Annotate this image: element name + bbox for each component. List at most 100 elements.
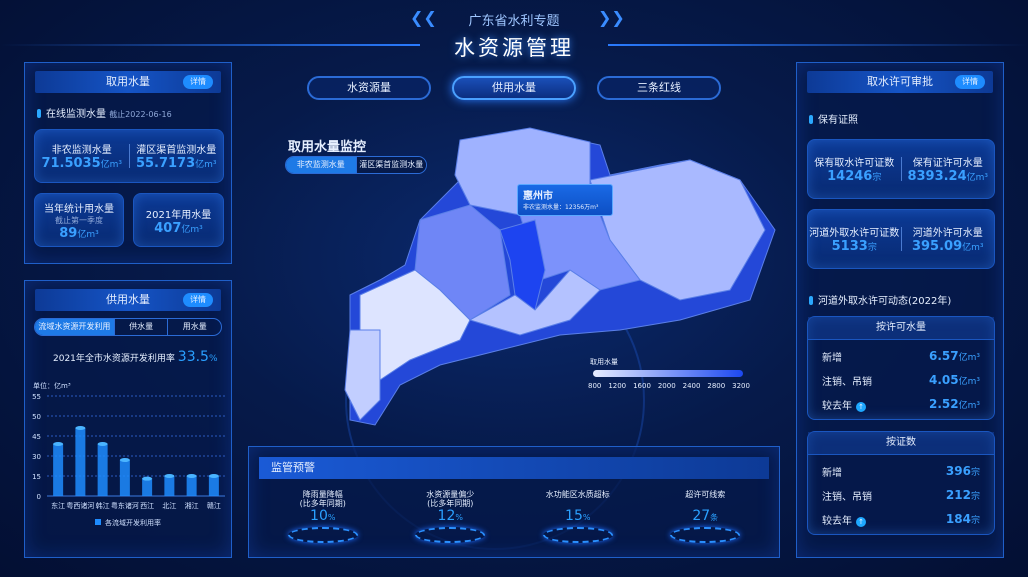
row-value: 184	[945, 512, 971, 526]
panel-title: 供用水量	[106, 293, 150, 306]
map-legend-gradient[interactable]	[593, 370, 743, 377]
toggle-irrigation[interactable]: 灌区渠首监测水量	[355, 157, 426, 173]
y-tick-label: 45	[32, 433, 41, 441]
stat-label: 河道外许可水量	[912, 228, 983, 239]
section-dynamics: 河道外取水许可动态(2022年)	[809, 292, 951, 307]
guangdong-map	[344, 127, 776, 426]
detail-button[interactable]: 详情	[183, 75, 213, 89]
stat-label: 河道外取水许可证数	[809, 228, 900, 239]
panel-header: 取水许可审批 详情	[807, 71, 993, 93]
warning-panel: 监管预警 降雨量降幅 (比多年同期) 10% 水资源量偏少 (比多年同期) 12% 水功能区…	[248, 446, 780, 558]
panel-title: 取水许可审批	[867, 75, 933, 88]
stat-value: 8393.24	[907, 169, 967, 184]
map-region-pearl-delta	[468, 269, 601, 336]
legend-swatch	[95, 519, 101, 525]
x-tick-label: 湘江	[185, 501, 199, 510]
permit-panel: 取水许可审批 详情 保有证照 保有取水许可证数 14246宗 保有证许可水量 8393…	[796, 62, 1004, 558]
legend-tick: 1200	[608, 382, 627, 390]
row-value-wrap: 212宗	[946, 488, 980, 502]
row-value-wrap: 396宗	[946, 464, 980, 478]
panel-header: 取用水量 详情	[35, 71, 221, 93]
x-tick-label: 东江	[51, 501, 65, 510]
stat-label: 当年统计用水量	[44, 204, 114, 215]
bar[interactable]	[186, 476, 197, 496]
toggle-nonag[interactable]: 非农监测水量	[286, 157, 356, 173]
warning-unit: %	[327, 513, 336, 522]
warning-item: 超许可线索 27条	[642, 489, 770, 549]
bar-cap	[97, 442, 108, 446]
bar[interactable]	[119, 460, 130, 496]
bar[interactable]	[53, 444, 64, 496]
page-title: 水资源管理	[454, 36, 574, 60]
divider	[900, 157, 902, 181]
bar[interactable]	[97, 444, 108, 496]
detail-button[interactable]: 详情	[183, 293, 213, 307]
bar[interactable]	[142, 478, 153, 496]
panel-header: 供用水量 详情	[35, 289, 221, 311]
map-legend-title: 取用水量	[590, 358, 618, 366]
row-value: 4.05	[929, 373, 959, 387]
map-title: 取用水量监控	[288, 140, 367, 155]
monitoring-card: 非农监测水量 71.5035亿m³ 灌区渠首监测水量 55.7173亿m³	[34, 129, 224, 183]
chevron-left-icon: ❮❮	[410, 8, 437, 27]
tab-usage[interactable]: 用水量	[167, 319, 221, 335]
map-toggle: 非农监测水量 灌区渠首监测水量	[285, 156, 427, 174]
date-note: 截止2022-06-16	[109, 110, 172, 119]
divider	[128, 144, 130, 168]
stat-row: 注销、吊销 4.05亿m³	[808, 368, 994, 392]
detail-button[interactable]: 详情	[955, 75, 985, 89]
row-unit: 亿m³	[958, 377, 980, 387]
section-online-monitoring: 在线监测水量 截止2022-06-16	[37, 105, 172, 120]
map-region-leizhou	[344, 329, 381, 421]
map-legend-ticks: 800 1200 1600 2000 2400 2800 3200	[588, 382, 750, 390]
bar-cap	[186, 474, 197, 478]
stat-label: 保有取水许可证数	[814, 158, 895, 169]
warning-value: 12	[437, 508, 456, 524]
tab-basin-utilization[interactable]: 流域水资源开发利用	[35, 319, 114, 335]
utilization-rate: 2021年全市水资源开发利用率 33.5%	[53, 349, 218, 365]
header-line-left	[0, 44, 420, 46]
tooltip-value: 12356	[565, 204, 585, 211]
warning-title: 监管预警	[259, 457, 769, 479]
certificates-card: 保有取水许可证数 14246宗 保有证许可水量 8393.24亿m³	[807, 139, 995, 199]
bar[interactable]	[164, 476, 175, 496]
row-label-wrap: 较去年 ↑	[822, 512, 866, 527]
warning-unit: 条	[710, 513, 719, 522]
tab-water-supply[interactable]: 供用水量	[452, 76, 576, 100]
usage-2021-card: 2021年用水量 407亿m³	[133, 193, 224, 247]
stat-permit-volume: 保有证许可水量 8393.24亿m³	[902, 154, 995, 184]
divider	[900, 227, 902, 251]
tab-three-red-lines[interactable]: 三条红线	[597, 76, 721, 100]
header: ❮❮ ❯❯ 广东省水利专题 水资源管理	[0, 0, 1028, 60]
box-title: 按许可水量	[808, 317, 994, 340]
bar-cap	[164, 474, 175, 478]
warning-value: 10	[310, 508, 328, 524]
stat-label: 非农监测水量	[51, 145, 112, 156]
bar-cap	[53, 442, 64, 446]
bar[interactable]	[208, 476, 219, 496]
row-label-wrap: 新增	[822, 464, 842, 479]
row-unit: 亿m³	[958, 401, 980, 411]
warning-item: 降雨量降幅 (比多年同期) 10%	[259, 489, 387, 549]
warning-value: 27	[692, 508, 711, 524]
supply-tabs: 流域水资源开发利用 供水量 用水量	[34, 318, 222, 336]
y-tick-label: 30	[32, 453, 41, 461]
warning-value-wrap: 15%	[565, 508, 590, 524]
tab-supply[interactable]: 供水量	[113, 319, 168, 335]
x-tick-label: 西江	[140, 502, 154, 510]
stat-permits: 保有取水许可证数 14246宗	[808, 154, 901, 184]
row-value: 396	[945, 464, 971, 478]
stat-value: 14246	[827, 169, 873, 184]
stat-label: 保有证许可水量	[912, 158, 983, 169]
warning-label: 水功能区水质超标	[545, 490, 610, 499]
bar-cap	[208, 474, 219, 478]
stat-offstream-volume: 河道外许可水量 395.09亿m³	[902, 224, 995, 254]
warning-label: 水资源量偏少	[426, 490, 475, 499]
ring-decoration	[670, 527, 741, 543]
stat-row: 较去年 ↑ 2.52亿m³	[808, 392, 994, 416]
stat-value: 5133	[831, 239, 868, 254]
tab-water-resources[interactable]: 水资源量	[307, 76, 431, 100]
stat-value: 89	[59, 226, 78, 241]
bar[interactable]	[75, 428, 86, 496]
y-tick-label: 15	[32, 473, 41, 481]
